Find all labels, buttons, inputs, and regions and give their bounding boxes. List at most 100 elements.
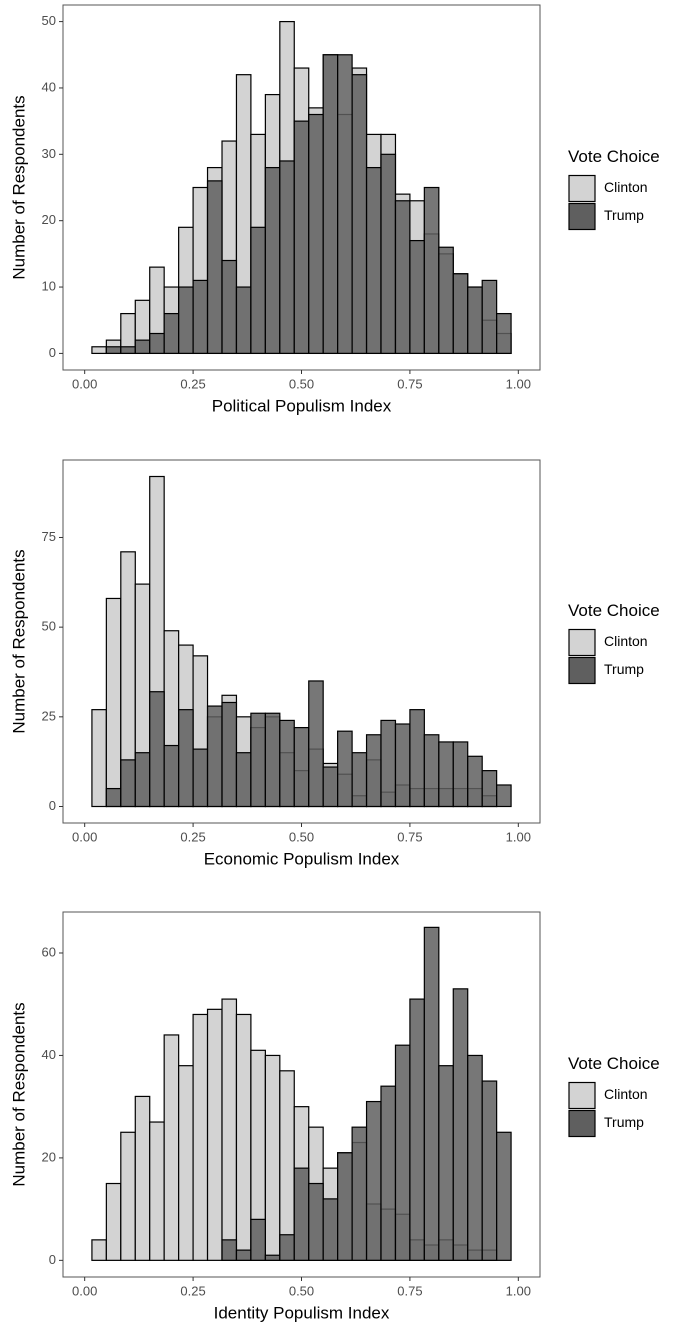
histogram-bar — [365, 166, 382, 355]
histogram-bar — [206, 180, 223, 355]
histogram-bar — [351, 1126, 368, 1261]
x-tick-label: 0.25 — [180, 829, 205, 844]
x-tick-label: 0.75 — [397, 376, 422, 391]
histogram-bar — [409, 239, 425, 355]
histogram-bar — [337, 54, 353, 355]
histogram-bar — [221, 1239, 238, 1261]
legend-title: Vote Choice — [568, 601, 660, 620]
histogram-bar — [380, 719, 397, 808]
histogram-bar — [452, 273, 469, 355]
histogram-bar — [308, 680, 324, 808]
x-tick-label: 1.00 — [506, 829, 531, 844]
histogram-bar — [496, 1131, 512, 1261]
histogram-bar — [351, 74, 368, 355]
histogram-bar — [394, 723, 411, 808]
histogram-bar — [235, 286, 252, 355]
x-tick-label: 0.50 — [289, 376, 314, 391]
legend-key — [568, 174, 596, 203]
x-tick-label: 0.75 — [397, 829, 422, 844]
legend-label: Trump — [604, 661, 644, 677]
legend-key — [568, 1109, 596, 1138]
histogram-bar — [149, 691, 165, 808]
x-tick-label: 1.00 — [506, 1283, 531, 1298]
histogram-bar — [365, 734, 382, 808]
y-tick-label: 0 — [49, 345, 56, 360]
histogram-bar — [452, 741, 469, 808]
histogram-bar — [206, 705, 223, 808]
histogram-bar — [91, 709, 107, 808]
histogram-bar — [163, 1034, 180, 1261]
legend-key — [568, 1081, 596, 1110]
histogram-bar — [91, 1239, 107, 1261]
histogram-bar — [134, 1095, 151, 1261]
histogram-bar — [496, 312, 512, 355]
legend-key — [568, 656, 596, 685]
histogram-bar — [105, 346, 122, 355]
histogram-bar — [438, 246, 454, 355]
histogram-bar — [120, 1131, 136, 1261]
panel: 0 10 20 30 40 50 0.00 0.25 0.50 0.75 1.00 Political… — [9, 4, 660, 415]
histogram-bar — [264, 712, 281, 808]
y-axis-title: Number of Respondents — [9, 95, 28, 279]
y-axis-title: Number of Respondents — [9, 1002, 28, 1186]
legend-label: Clinton — [604, 1086, 648, 1102]
histogram-bar — [409, 709, 425, 808]
x-tick-label: 0.00 — [72, 1283, 97, 1298]
histogram-bar — [423, 926, 440, 1261]
x-tick-label: 0.50 — [289, 1283, 314, 1298]
histogram-bar — [250, 1218, 266, 1261]
histogram-bar — [235, 752, 252, 808]
histogram-bar — [365, 1100, 382, 1261]
histogram-bar — [394, 200, 411, 355]
histogram-bar — [423, 734, 440, 808]
histogram-bar — [105, 787, 122, 808]
y-tick-label: 10 — [42, 278, 56, 293]
histogram-bar — [438, 1065, 454, 1261]
histogram-bar — [467, 286, 483, 355]
histogram-bar — [206, 1008, 223, 1261]
y-tick-label: 75 — [42, 529, 56, 544]
x-tick-label: 0.00 — [72, 376, 97, 391]
histogram-bar — [394, 1044, 411, 1261]
histogram-bar — [192, 748, 209, 808]
y-tick-label: 60 — [42, 944, 56, 959]
histogram-bar — [178, 709, 194, 808]
histogram-bar — [178, 286, 194, 355]
histogram-bar — [409, 998, 425, 1261]
histogram-bar — [149, 1121, 165, 1261]
histogram-bar — [279, 1234, 295, 1261]
histogram-bar — [91, 346, 107, 355]
histogram-bar — [264, 166, 281, 355]
histogram-bar — [481, 770, 498, 808]
histogram-bar — [279, 719, 295, 808]
histogram-bar — [235, 1013, 252, 1261]
y-tick-label: 40 — [42, 79, 56, 94]
histogram-bar — [337, 730, 353, 808]
histogram-bar — [235, 1249, 252, 1261]
histogram-bar — [105, 1182, 122, 1261]
histogram-bar — [250, 712, 266, 808]
histogram-bar — [308, 113, 324, 355]
histogram-bar — [163, 312, 180, 355]
histogram-bar — [452, 988, 469, 1261]
y-tick-label: 40 — [42, 1047, 56, 1062]
histogram-bar — [192, 279, 209, 355]
histogram-bar — [134, 339, 151, 355]
legend-title: Vote Choice — [568, 1054, 660, 1073]
histogram-bar — [322, 54, 339, 355]
histogram-bar — [380, 153, 397, 355]
histogram-bar — [481, 279, 498, 355]
histogram-bar — [293, 120, 310, 355]
y-axis-title: Number of Respondents — [9, 549, 28, 733]
histogram-bar — [279, 1070, 295, 1261]
histogram-bar — [149, 332, 165, 355]
histogram-bar — [134, 752, 151, 808]
histogram-bar — [221, 701, 238, 808]
x-tick-label: 0.75 — [397, 1283, 422, 1298]
histogram-bar — [467, 755, 483, 808]
y-tick-label: 0 — [49, 798, 56, 813]
histogram-bar — [163, 744, 180, 808]
y-tick-label: 20 — [42, 1149, 56, 1164]
